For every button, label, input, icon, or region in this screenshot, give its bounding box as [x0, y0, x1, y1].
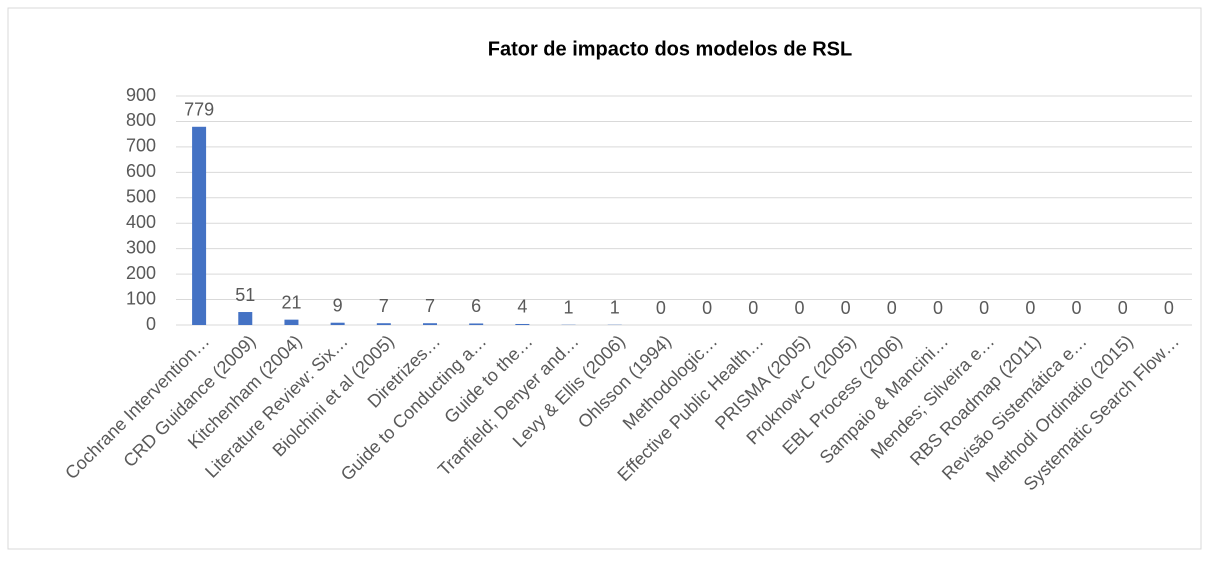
data-label: 0 — [979, 298, 989, 318]
bar — [192, 127, 206, 325]
data-label: 0 — [1164, 298, 1174, 318]
y-tick-label: 800 — [126, 110, 156, 130]
data-label: 0 — [1025, 298, 1035, 318]
y-tick-label: 0 — [146, 314, 156, 334]
data-label: 0 — [1118, 298, 1128, 318]
bar — [238, 312, 252, 325]
y-tick-label: 900 — [126, 85, 156, 105]
data-label: 0 — [1072, 298, 1082, 318]
bar — [377, 323, 391, 325]
data-label: 1 — [564, 297, 574, 317]
data-label: 0 — [933, 298, 943, 318]
y-tick-label: 700 — [126, 136, 156, 156]
y-tick-label: 200 — [126, 263, 156, 283]
chart-frame — [8, 8, 1201, 549]
bar — [469, 323, 483, 325]
data-label: 1 — [610, 297, 620, 317]
data-label: 9 — [333, 295, 343, 315]
data-label: 0 — [702, 298, 712, 318]
data-label: 0 — [656, 298, 666, 318]
data-label: 779 — [184, 100, 214, 120]
y-tick-label: 600 — [126, 161, 156, 181]
data-label: 0 — [887, 298, 897, 318]
bar — [515, 324, 529, 325]
data-label: 7 — [425, 296, 435, 316]
bar — [331, 323, 345, 325]
chart-title: Fator de impacto dos modelos de RSL — [488, 38, 853, 60]
data-label: 0 — [748, 298, 758, 318]
data-label: 0 — [841, 298, 851, 318]
y-tick-label: 400 — [126, 212, 156, 232]
data-label: 4 — [517, 297, 527, 317]
data-label: 0 — [794, 298, 804, 318]
data-label: 21 — [281, 292, 301, 312]
y-tick-label: 500 — [126, 187, 156, 207]
data-label: 6 — [471, 296, 481, 316]
y-tick-label: 300 — [126, 237, 156, 257]
data-label: 7 — [379, 296, 389, 316]
data-label: 51 — [235, 285, 255, 305]
y-tick-label: 100 — [126, 288, 156, 308]
bar — [284, 320, 298, 325]
bar — [423, 323, 437, 325]
